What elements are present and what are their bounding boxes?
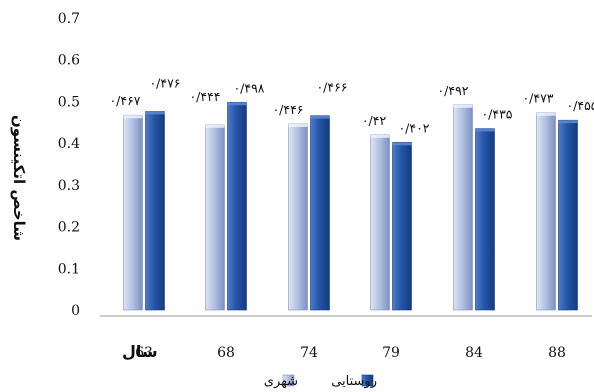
data-label-rural-74: ۰/۴۶۶ <box>316 80 347 95</box>
bar-top-urban-88 <box>536 112 556 116</box>
bar-rural-79 <box>392 142 412 311</box>
bar-top-urban-68 <box>205 124 225 128</box>
bar-urban-84 <box>453 104 473 311</box>
x-tick-label-79: 79 <box>382 345 400 361</box>
y-tick-label: 0 <box>71 303 80 319</box>
y-tick-label: 0.2 <box>58 220 80 236</box>
data-label-urban-68: ۰/۴۴۴ <box>189 89 220 104</box>
bar-top-rural-68 <box>227 102 247 106</box>
bar-top-rural-88 <box>558 120 578 124</box>
bar-urban-68 <box>205 124 225 311</box>
bar-rural-84 <box>475 128 495 311</box>
data-label-rural-63: ۰/۴۷۶ <box>149 75 180 90</box>
data-label-urban-79: ۰/۴۲ <box>362 113 387 128</box>
bar-top-rural-74 <box>310 115 330 119</box>
data-label-urban-84: ۰/۴۹۲ <box>437 83 468 98</box>
legend-label-urban: شهری <box>264 374 298 389</box>
bars <box>123 101 578 311</box>
bar-rural-63 <box>145 111 165 311</box>
bar-top-urban-84 <box>453 104 473 108</box>
bar-urban-88 <box>536 112 556 311</box>
data-label-rural-88: ۰/۴۵۵ <box>566 98 594 113</box>
x-tick-label-74: 74 <box>300 345 318 361</box>
data-label-rural-84: ۰/۴۳۵ <box>481 107 512 122</box>
x-tick-label-68: 68 <box>217 345 235 361</box>
data-label-urban-63: ۰/۴۶۷ <box>109 93 140 108</box>
data-label-urban-88: ۰/۴۷۳ <box>522 91 553 106</box>
y-tick-label: 0.5 <box>58 94 80 110</box>
y-axis-label: شاخص اتکینسون <box>10 115 28 241</box>
bar-rural-74 <box>310 115 330 311</box>
y-tick-label: 0.7 <box>58 11 80 27</box>
bar-urban-74 <box>288 123 308 311</box>
bar-top-rural-84 <box>475 128 495 132</box>
bar-top-rural-63 <box>145 111 165 115</box>
data-label-rural-68: ۰/۴۹۸ <box>233 80 264 95</box>
data-label-rural-79: ۰/۴۰۲ <box>398 120 429 135</box>
bar-top-urban-63 <box>123 115 143 119</box>
x-axis-label: سال <box>122 342 158 361</box>
legend: شهری روستایی <box>264 374 377 389</box>
data-labels: ۰/۴۶۷ ۰/۴۷۶ ۰/۴۴۴ ۰/۴۹۸ ۰/۴۴۶ ۰/۴۶۶ ۰/۴۲ ۰/۴۰۲ ۰… <box>109 75 594 135</box>
x-tick-label-63: 63 <box>135 345 153 361</box>
y-tick-label: 0.4 <box>58 136 80 152</box>
x-tick-label-88: 88 <box>548 345 566 361</box>
legend-swatch-urban <box>282 374 295 387</box>
y-tick-label: 0.1 <box>58 261 80 277</box>
bar-urban-63 <box>123 114 143 311</box>
bar-rural-68 <box>227 101 247 311</box>
bar-top-urban-79 <box>370 134 390 138</box>
bar-top-urban-74 <box>288 123 308 127</box>
y-axis-ticks: 0 0.1 0.2 0.3 0.4 0.5 0.6 0.7 <box>58 11 80 319</box>
y-tick-label: 0.6 <box>58 53 80 69</box>
legend-label-rural: روستایی <box>331 374 377 389</box>
data-label-urban-74: ۰/۴۴۶ <box>272 102 303 117</box>
bar-urban-79 <box>370 134 390 311</box>
bar-top-rural-79 <box>392 142 412 146</box>
y-tick-label: 0.3 <box>58 178 80 194</box>
x-tick-label-84: 84 <box>465 345 483 361</box>
x-axis-ticks: 63 68 74 79 84 88 <box>135 345 566 361</box>
legend-swatch-rural <box>361 374 374 387</box>
bar-rural-88 <box>558 119 578 311</box>
